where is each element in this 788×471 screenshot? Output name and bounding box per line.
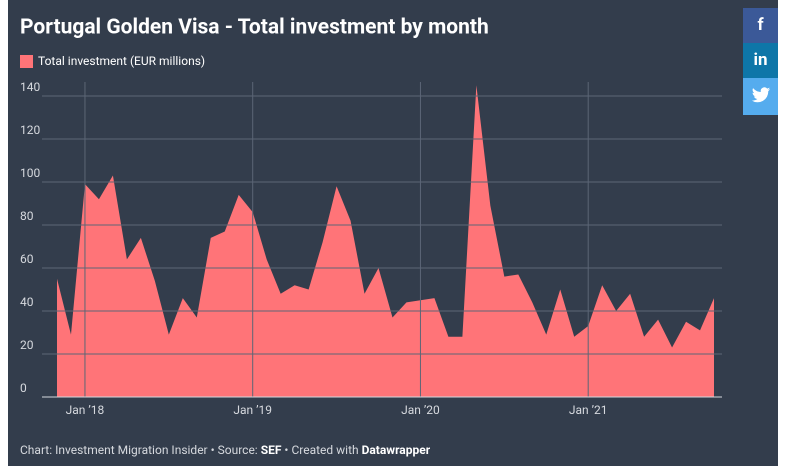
x-tick-label: Jan ’21	[569, 403, 608, 417]
area	[57, 85, 714, 397]
y-tick-label: 60	[20, 252, 34, 266]
x-tick-label: Jan ’20	[401, 403, 440, 417]
footer-source: SEF	[260, 443, 282, 457]
y-tick-label: 20	[20, 338, 34, 352]
facebook-share[interactable]: f	[743, 8, 778, 43]
twitter-icon	[751, 87, 770, 103]
chart-title: Portugal Golden Visa - Total investment …	[20, 16, 489, 40]
footer-text: Chart: Investment Migration Insider • So…	[20, 443, 261, 457]
x-tick-label: Jan ’19	[233, 403, 272, 417]
y-tick-label: 0	[20, 381, 27, 395]
footer: Chart: Investment Migration Insider • So…	[20, 443, 430, 457]
x-tick-label: Jan ’18	[66, 403, 105, 417]
y-tick-label: 140	[20, 80, 40, 94]
legend-label: Total investment (EUR millions)	[38, 54, 205, 68]
y-tick-label: 80	[20, 209, 34, 223]
y-tick-label: 40	[20, 295, 34, 309]
linkedin-share[interactable]: in	[743, 43, 778, 78]
footer-tool: Datawrapper	[361, 443, 431, 457]
y-tick-label: 120	[20, 123, 40, 137]
y-tick-label: 100	[20, 166, 40, 180]
footer-text: • Created with	[281, 443, 362, 457]
legend-swatch	[20, 55, 33, 68]
twitter-share[interactable]	[743, 78, 778, 115]
